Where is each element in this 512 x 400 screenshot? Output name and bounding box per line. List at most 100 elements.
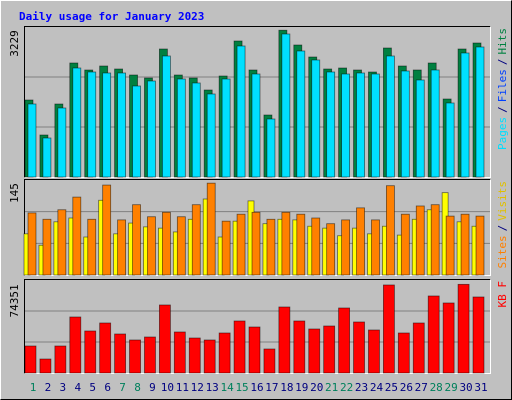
bar <box>233 320 246 374</box>
x-tick-label: 26 <box>400 381 413 394</box>
x-tick-label: 13 <box>206 381 219 394</box>
x-tick-label: 28 <box>430 381 443 394</box>
bar <box>173 331 186 374</box>
bar <box>99 322 112 374</box>
bar <box>457 283 470 374</box>
bar <box>144 336 156 374</box>
legend: Sites / Visits <box>496 181 509 269</box>
x-tick-label: 11 <box>176 381 189 394</box>
bar <box>266 118 276 178</box>
bar <box>114 333 126 374</box>
bar <box>218 332 231 374</box>
chart-title: Daily usage for January 2023 <box>19 10 204 23</box>
bar <box>102 184 112 276</box>
x-tick-label: 9 <box>149 381 156 394</box>
bar <box>248 326 261 374</box>
plot-border-light <box>24 179 491 276</box>
bar <box>42 137 52 178</box>
bar <box>338 307 351 374</box>
bar <box>161 55 171 178</box>
plot-border-dark <box>24 26 491 178</box>
bar <box>147 80 156 178</box>
bar <box>72 67 82 178</box>
legend-separator: / <box>496 106 509 113</box>
y-tick-label: 74351 <box>8 284 21 317</box>
x-tick-label: 24 <box>370 381 384 394</box>
bar <box>87 71 97 178</box>
legend: Pages / Files / Hits <box>496 28 509 150</box>
bar <box>158 304 171 374</box>
plot-border-light <box>24 279 491 374</box>
bar <box>221 78 231 178</box>
bar <box>176 78 186 178</box>
bar <box>221 220 231 276</box>
bar <box>356 72 365 178</box>
bar <box>308 328 321 374</box>
bar <box>147 216 156 276</box>
bar <box>326 71 336 178</box>
bar <box>368 329 380 374</box>
bar <box>132 85 141 178</box>
bar <box>39 358 52 374</box>
legend-entry: Hits <box>496 28 509 55</box>
x-tick-label: 29 <box>445 381 458 394</box>
bar <box>191 204 201 276</box>
bar <box>263 348 276 374</box>
bar <box>251 73 261 178</box>
x-tick-label: 21 <box>325 381 338 394</box>
bar <box>430 204 440 276</box>
plot-border-light <box>24 26 491 178</box>
bar <box>132 204 141 276</box>
x-tick-label: 8 <box>134 381 141 394</box>
bar <box>188 337 201 374</box>
bar <box>176 216 186 276</box>
bar <box>353 321 365 374</box>
bar <box>27 212 37 276</box>
x-tick-label: 10 <box>161 381 174 394</box>
bar <box>311 59 321 178</box>
bar <box>311 217 321 276</box>
x-tick-label: 15 <box>235 381 248 394</box>
bar <box>281 211 291 276</box>
bar <box>296 213 306 276</box>
x-tick-label: 3 <box>60 381 67 394</box>
bar <box>57 107 67 178</box>
x-tick-label: 12 <box>191 381 204 394</box>
bar <box>117 219 126 276</box>
bar <box>442 302 455 374</box>
legend-entry: Sites <box>496 235 509 268</box>
bar <box>102 72 112 178</box>
bar <box>203 339 216 374</box>
bar <box>24 345 37 374</box>
legend-entry: Pages <box>496 117 509 150</box>
bar <box>475 46 485 178</box>
y-tick-label: 145 <box>8 183 21 203</box>
x-tick-label: 5 <box>89 381 96 394</box>
bar <box>400 213 410 276</box>
x-tick-label: 6 <box>104 381 111 394</box>
bar <box>266 218 276 276</box>
x-tick-label: 25 <box>385 381 398 394</box>
bar <box>42 218 52 276</box>
bar <box>472 296 485 374</box>
bar <box>356 207 365 276</box>
bar <box>371 219 380 276</box>
bar <box>281 33 291 178</box>
bar <box>278 306 291 374</box>
bar <box>296 50 306 178</box>
bar <box>57 209 67 276</box>
bar <box>236 45 246 178</box>
bar <box>382 284 395 374</box>
bar <box>430 69 440 178</box>
x-tick-label: 27 <box>415 381 428 394</box>
bar <box>460 52 470 178</box>
x-tick-label: 20 <box>310 381 323 394</box>
bar <box>87 218 97 276</box>
x-tick-label: 2 <box>45 381 52 394</box>
plot-border-dark <box>24 279 491 374</box>
bar <box>400 70 410 178</box>
bar <box>72 196 82 276</box>
bar <box>415 205 425 276</box>
y-tick-label: 3229 <box>8 30 21 57</box>
